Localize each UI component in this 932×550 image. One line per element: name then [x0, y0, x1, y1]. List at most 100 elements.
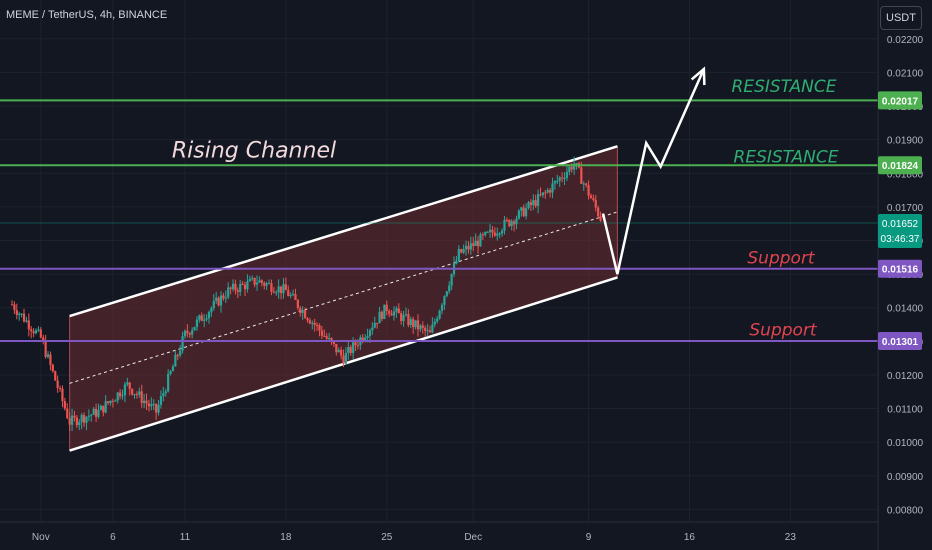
candle-body: [539, 194, 542, 196]
candle-body: [179, 350, 182, 356]
candle-body: [66, 408, 69, 419]
candle-body: [325, 336, 328, 339]
candle-body: [541, 192, 545, 196]
candle-body: [344, 352, 348, 364]
horizontal-levels: [0, 99, 878, 342]
candle-body: [176, 354, 179, 356]
candle-body: [157, 404, 160, 413]
support-price-label: 0.01301: [882, 337, 919, 348]
candle-body: [123, 384, 127, 396]
price-axis[interactable]: 0.00800 0.00900 0.01000 0.01100 0.01200 0.013…: [877, 0, 924, 550]
time-axis[interactable]: Nov 6 11 18 25 Dec 9 16 23: [0, 521, 878, 543]
candle-body: [287, 290, 290, 296]
candle-body: [426, 330, 429, 332]
candle-body: [97, 410, 100, 417]
candle-body: [587, 185, 590, 196]
candle-body: [534, 200, 537, 206]
candle-body: [243, 284, 247, 290]
candle-body: [488, 229, 492, 232]
candle-body: [361, 337, 364, 341]
candle-body: [508, 220, 511, 227]
candle-body: [438, 310, 441, 319]
candle-body: [80, 415, 83, 422]
candle-body: [524, 208, 528, 217]
candle-body: [128, 382, 131, 389]
x-tick-label: 9: [586, 532, 592, 543]
candle-body: [152, 403, 155, 405]
candle-body: [135, 394, 139, 396]
candle-body: [301, 310, 304, 313]
candle-body: [94, 408, 98, 417]
candle-body: [323, 335, 326, 337]
candle-body: [318, 325, 321, 331]
candle-body: [303, 310, 307, 319]
candle-body: [150, 404, 153, 407]
candle-body: [561, 177, 564, 179]
candle-body: [445, 291, 448, 297]
candle-body: [270, 283, 273, 292]
candle-body: [291, 294, 295, 296]
candle-body: [56, 380, 59, 389]
candle-body: [342, 355, 345, 364]
candle-body: [308, 320, 311, 324]
x-tick-label: 16: [684, 532, 696, 543]
candle-body: [356, 345, 360, 347]
currency-button[interactable]: USDT: [880, 6, 922, 30]
candle-body: [573, 163, 576, 170]
candle-body: [294, 294, 297, 300]
candle-body: [378, 311, 381, 324]
candle-body: [222, 295, 225, 299]
candle-body: [476, 240, 480, 247]
candle-body: [70, 415, 74, 425]
candle-body: [289, 294, 292, 296]
candle-body: [109, 400, 112, 404]
candle-body: [119, 392, 122, 397]
candle-body: [373, 322, 376, 328]
candle-body: [224, 297, 227, 299]
candle-body: [106, 401, 110, 404]
candle-body: [366, 335, 369, 338]
candle-body: [215, 297, 218, 301]
x-tick-label: Dec: [464, 532, 482, 543]
candle-body: [517, 210, 520, 219]
candle-body: [296, 299, 299, 308]
y-tick-label: 0.01000: [887, 438, 924, 449]
candle-body: [376, 322, 379, 324]
candle-body: [188, 333, 191, 335]
y-tick-label: 0.00800: [887, 505, 924, 516]
y-tick-label: 0.01100: [887, 405, 923, 416]
candle-body: [431, 324, 434, 333]
y-tick-label: 0.01700: [887, 203, 924, 214]
candle-body: [424, 327, 427, 331]
resistance-annotation: RESISTANCE: [732, 77, 837, 97]
candle-body: [443, 296, 446, 305]
candle-body: [349, 347, 352, 353]
candle-body: [565, 171, 569, 178]
candle-body: [171, 366, 175, 372]
candle-body: [18, 313, 21, 315]
candle-body: [481, 234, 484, 236]
candle-body: [428, 330, 432, 333]
candle-body: [253, 277, 256, 285]
candle-body: [352, 342, 355, 353]
x-tick-label: 18: [280, 532, 292, 543]
candle-body: [529, 202, 532, 206]
candle-body: [58, 388, 62, 390]
candle-body: [597, 207, 600, 217]
candle-body: [484, 232, 487, 236]
candle-body: [347, 347, 350, 353]
candle-body: [582, 183, 585, 185]
candle-body: [174, 354, 177, 367]
candle-body: [155, 403, 158, 413]
candle-body: [383, 304, 386, 319]
candle-body: [553, 181, 557, 184]
candle-body: [275, 292, 278, 294]
candle-body: [520, 207, 523, 211]
candle-body: [99, 405, 102, 411]
candle-body: [219, 295, 223, 306]
candle-body: [200, 315, 203, 321]
candle-body: [551, 183, 554, 193]
candle-body: [388, 310, 391, 314]
candle-body: [332, 341, 336, 344]
